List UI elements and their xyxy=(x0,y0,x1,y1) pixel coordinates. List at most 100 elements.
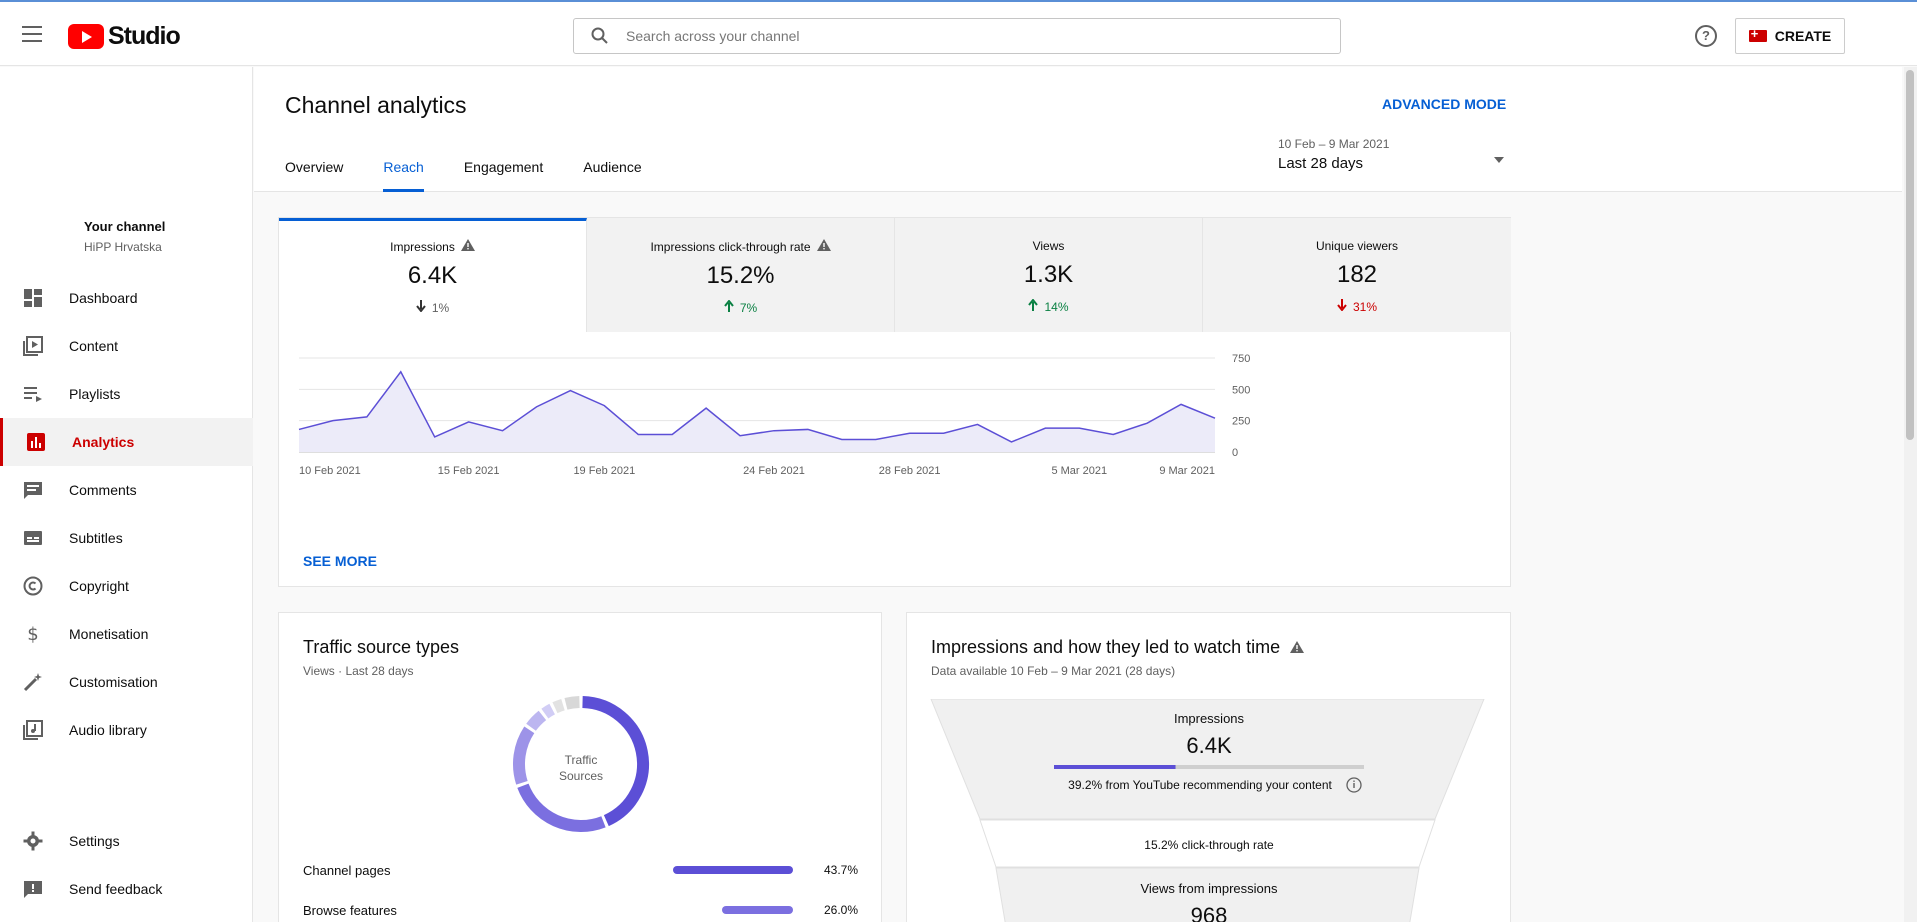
arrow-up-icon xyxy=(724,299,734,315)
donut-segment[interactable] xyxy=(564,696,580,710)
metric-change: 1% xyxy=(279,300,586,315)
youtube-play-icon xyxy=(68,24,104,49)
impressions-chart: 750 500 250 0 10 Feb 2021 15 Feb 2021 19 Feb 2… xyxy=(279,332,1512,588)
sidebar-item-label: Content xyxy=(69,338,119,354)
sidebar-item-label: Customisation xyxy=(69,674,158,690)
donut-segment[interactable] xyxy=(513,726,535,785)
traffic-source-card: Traffic source types Views · Last 28 day… xyxy=(278,612,882,922)
x-tick-label: 10 Feb 2021 xyxy=(299,465,361,477)
tab-engagement[interactable]: Engagement xyxy=(463,159,544,175)
search-box[interactable] xyxy=(573,18,1341,54)
sidebar-item-playlists[interactable]: Playlists xyxy=(0,370,253,418)
metric-value: 15.2% xyxy=(706,262,775,289)
y-tick-label: 500 xyxy=(1232,384,1250,396)
analytics-icon xyxy=(25,431,47,453)
card-title: Impressions and how they led to watch ti… xyxy=(931,637,1281,657)
x-tick-label: 28 Feb 2021 xyxy=(879,465,941,477)
studio-logo[interactable]: Studio xyxy=(68,22,181,51)
metric-label: Impressions click-through rate xyxy=(650,239,811,254)
funnel-views-stage xyxy=(995,867,1420,922)
sidebar-item-analytics[interactable]: Analytics xyxy=(0,418,253,466)
video-camera-icon xyxy=(1748,26,1767,42)
date-range-dropdown[interactable]: 10 Feb – 9 Mar 2021 Last 28 days xyxy=(1278,137,1510,181)
magic-wand-icon xyxy=(22,671,44,693)
create-label: CREATE xyxy=(1774,28,1832,44)
traffic-row-channel-pages[interactable]: Channel pages 43.7% xyxy=(303,860,858,880)
dollar-icon: $ xyxy=(22,623,44,645)
menu-icon[interactable] xyxy=(22,26,42,42)
sidebar-item-label: Monetisation xyxy=(69,626,149,642)
warning-icon xyxy=(816,239,831,254)
funnel-views-value: 968 xyxy=(1191,903,1228,922)
sidebar-item-subtitles[interactable]: Subtitles xyxy=(0,514,253,562)
donut-segment[interactable] xyxy=(526,710,547,731)
traffic-value: 26.0% xyxy=(823,903,858,917)
x-tick-label: 5 Mar 2021 xyxy=(1051,465,1107,477)
metric-label: Impressions xyxy=(390,239,455,254)
sidebar-item-label: Comments xyxy=(69,482,137,498)
card-title: Traffic source types xyxy=(303,637,460,657)
arrow-up-icon xyxy=(1028,298,1039,314)
x-tick-label: 24 Feb 2021 xyxy=(743,465,805,477)
funnel-impressions-stage xyxy=(930,699,1485,820)
sidebar-item-settings[interactable]: Settings xyxy=(0,817,253,865)
sidebar-item-copyright[interactable]: Copyright xyxy=(0,562,253,610)
sidebar-item-send-feedback[interactable]: Send feedback xyxy=(0,865,253,913)
sidebar-item-content[interactable]: Content xyxy=(0,322,253,370)
metric-change-value: 31% xyxy=(1352,299,1378,314)
sidebar-item-comments[interactable]: Comments xyxy=(0,466,253,514)
date-period: Last 28 days xyxy=(1278,155,1364,172)
funnel-views-label: Views from impressions xyxy=(1140,881,1278,896)
tab-audience[interactable]: Audience xyxy=(583,159,642,175)
sidebar-item-monetisation[interactable]: $ Monetisation xyxy=(0,610,253,658)
metric-tab-impressions[interactable]: Impressions 6.4K 1% xyxy=(279,218,587,332)
feedback-icon xyxy=(22,878,44,900)
audio-library-icon xyxy=(22,719,44,741)
funnel-impressions-label: Impressions xyxy=(1174,711,1245,726)
funnel-ctr-stage xyxy=(979,819,1436,868)
metric-tab-views[interactable]: Views 1.3K 14% xyxy=(895,218,1203,332)
sidebar-item-dashboard[interactable]: Dashboard xyxy=(0,274,253,322)
sidebar-item-audio-library[interactable]: Audio library xyxy=(0,706,253,754)
sidebar-item-label: Send feedback xyxy=(69,881,163,897)
y-tick-label: 250 xyxy=(1232,416,1250,428)
playlists-icon xyxy=(22,383,44,405)
tab-reach[interactable]: Reach xyxy=(383,159,424,192)
tab-overview[interactable]: Overview xyxy=(285,159,344,175)
traffic-row-browse-features[interactable]: Browse features 26.0% xyxy=(303,900,858,920)
donut-label-line2: Sources xyxy=(559,769,603,783)
traffic-donut-chart: Traffic Sources xyxy=(513,696,649,832)
search-icon xyxy=(574,27,626,45)
funnel-diagram: Impressions 6.4K 39.2% from YouTube reco… xyxy=(930,699,1485,922)
impressions-line-chart: 750 500 250 0 10 Feb 2021 15 Feb 2021 19 Feb 2… xyxy=(298,353,1250,477)
metric-tab-unique-viewers[interactable]: Unique viewers 182 31% xyxy=(1203,218,1511,332)
donut-segment[interactable] xyxy=(582,696,649,827)
metric-change: 7% xyxy=(587,299,894,315)
warning-icon[interactable] xyxy=(1290,637,1305,658)
chart-series-line xyxy=(298,370,1216,443)
gear-icon xyxy=(22,830,44,852)
donut-segment[interactable] xyxy=(552,698,565,714)
info-icon[interactable] xyxy=(1346,777,1362,793)
metric-change: 31% xyxy=(1203,299,1511,314)
date-range: 10 Feb – 9 Mar 2021 xyxy=(1278,137,1390,151)
donut-segment[interactable] xyxy=(541,703,556,719)
metric-tab-ctr[interactable]: Impressions click-through rate 15.2% 7% xyxy=(587,218,895,332)
create-button[interactable]: CREATE xyxy=(1735,18,1845,54)
svg-text:$: $ xyxy=(27,624,38,644)
logo-wordmark: Studio xyxy=(108,22,181,50)
top-bar: Studio ? CREATE xyxy=(0,0,1917,66)
help-icon[interactable]: ? xyxy=(1695,25,1717,47)
sidebar-item-label: Settings xyxy=(69,833,120,849)
sidebar-item-label: Copyright xyxy=(69,578,129,594)
scrollbar-thumb[interactable] xyxy=(1906,70,1914,440)
donut-segment[interactable] xyxy=(517,783,606,832)
donut-label-line1: Traffic xyxy=(565,753,598,767)
chart-area-fill xyxy=(299,371,1215,452)
sidebar-item-customisation[interactable]: Customisation xyxy=(0,658,253,706)
y-tick-label: 0 xyxy=(1232,447,1238,459)
see-more-button[interactable]: SEE MORE xyxy=(303,553,377,569)
search-input[interactable] xyxy=(626,28,1340,44)
advanced-mode-button[interactable]: ADVANCED MODE xyxy=(1382,96,1507,112)
channel-info[interactable]: Your channel HiPP Hrvatska xyxy=(84,219,165,254)
